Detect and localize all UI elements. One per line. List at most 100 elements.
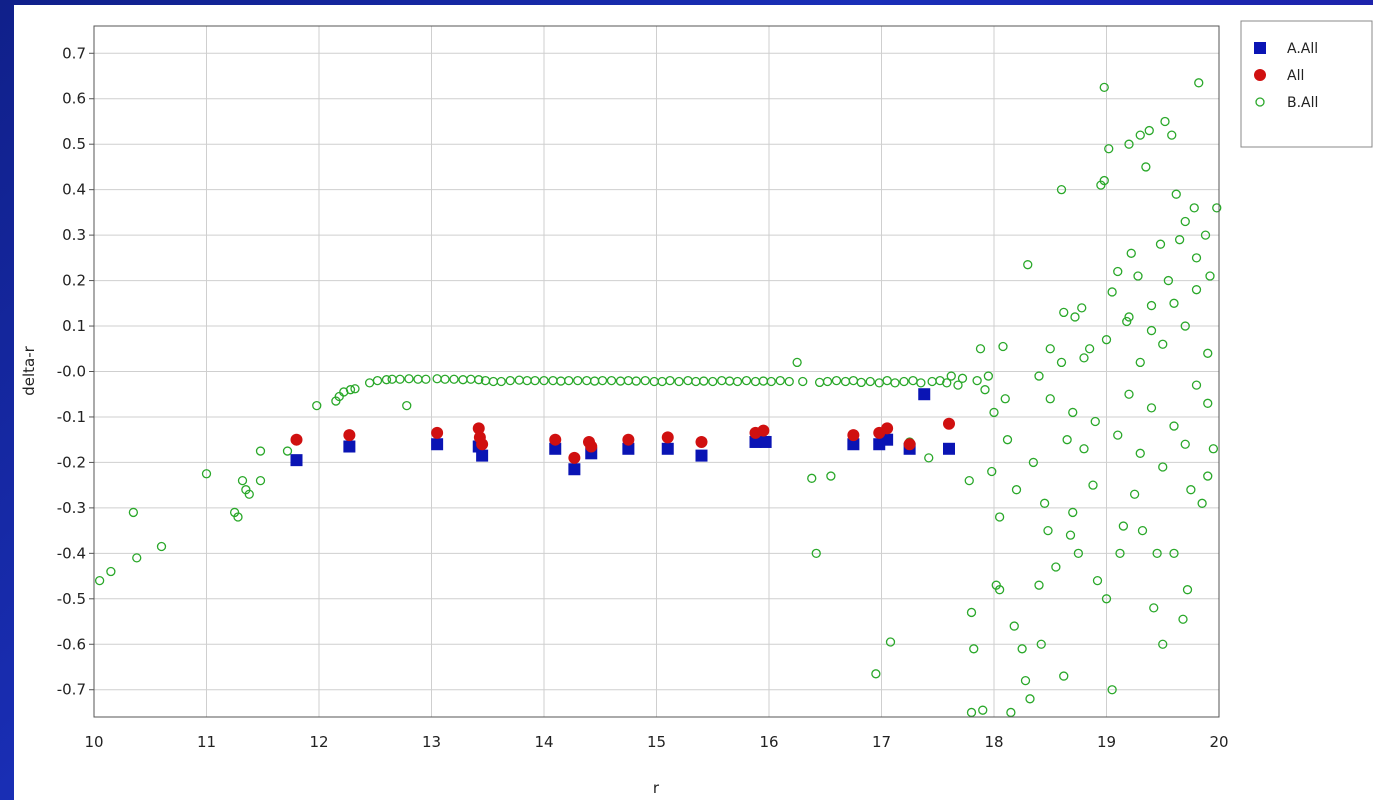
y-tick-label: -0.4 xyxy=(57,544,86,562)
data-point xyxy=(1124,389,1134,399)
data-point xyxy=(1039,498,1050,508)
data-point xyxy=(661,431,674,444)
data-point xyxy=(1144,125,1154,136)
data-point xyxy=(568,463,581,476)
data-point xyxy=(814,377,825,388)
data-point xyxy=(1062,435,1072,445)
data-point xyxy=(847,429,860,442)
y-axis-title: delta-r xyxy=(20,345,38,395)
data-point xyxy=(1182,585,1193,595)
data-point xyxy=(1203,348,1213,358)
data-point xyxy=(1034,580,1044,590)
data-point xyxy=(847,438,860,451)
data-point xyxy=(649,376,659,387)
data-point xyxy=(1203,471,1213,481)
data-point xyxy=(1158,639,1168,649)
data-point xyxy=(903,438,916,451)
data-point xyxy=(573,375,583,386)
data-point xyxy=(822,376,833,387)
data-point xyxy=(1180,216,1190,227)
data-point xyxy=(631,376,641,386)
data-point xyxy=(1194,78,1204,88)
data-point xyxy=(1099,82,1109,93)
data-point xyxy=(440,374,450,384)
data-point xyxy=(431,426,444,439)
data-point xyxy=(1171,189,1181,199)
data-point xyxy=(994,585,1005,595)
data-point xyxy=(449,374,459,384)
data-point xyxy=(946,371,956,381)
data-point xyxy=(874,378,884,388)
data-point xyxy=(784,376,794,387)
x-tick-label: 18 xyxy=(984,733,1003,751)
x-tick-label: 14 xyxy=(534,733,553,751)
y-tick-label: -0.7 xyxy=(57,681,86,699)
data-point xyxy=(312,400,322,411)
data-point xyxy=(792,357,802,368)
data-point xyxy=(1011,485,1022,495)
data-point xyxy=(395,374,405,384)
data-point xyxy=(987,466,997,477)
data-point xyxy=(881,433,894,446)
data-point xyxy=(539,375,549,386)
data-point xyxy=(969,644,979,654)
data-point xyxy=(1036,639,1046,649)
data-point xyxy=(1135,448,1145,458)
y-tick-label: -0.1 xyxy=(57,408,86,426)
data-point xyxy=(975,344,986,354)
data-point xyxy=(476,449,489,462)
data-point xyxy=(759,435,772,448)
data-point xyxy=(1070,312,1080,322)
legend-label: A.All xyxy=(1287,41,1318,57)
data-point xyxy=(890,378,900,388)
x-tick-label: 13 xyxy=(422,733,441,751)
data-point xyxy=(942,378,952,388)
data-point xyxy=(695,435,708,448)
data-point xyxy=(387,374,397,384)
data-point xyxy=(1180,321,1190,331)
data-point xyxy=(106,566,116,577)
data-point xyxy=(1133,271,1143,281)
data-point xyxy=(856,377,866,388)
y-tick-label: 0.2 xyxy=(62,272,86,290)
legend-marker xyxy=(1254,42,1266,54)
data-point xyxy=(1149,603,1159,613)
data-point xyxy=(472,422,485,435)
data-point xyxy=(943,417,955,430)
data-point xyxy=(1084,344,1095,354)
y-tick-label: -0.0 xyxy=(57,363,86,381)
data-point xyxy=(798,376,808,387)
legend-label: All xyxy=(1287,68,1304,84)
data-point xyxy=(1092,575,1103,586)
data-point xyxy=(657,376,667,387)
data-point xyxy=(585,440,598,453)
data-point xyxy=(1107,287,1117,297)
data-point xyxy=(1155,239,1166,249)
data-point xyxy=(350,384,360,394)
data-point xyxy=(899,376,909,387)
data-point xyxy=(1073,548,1084,558)
data-point xyxy=(1002,435,1013,445)
data-point xyxy=(1158,339,1168,349)
data-point xyxy=(1191,380,1202,390)
plot-area-frame xyxy=(93,25,1220,718)
data-point xyxy=(980,385,990,395)
data-point xyxy=(549,433,562,446)
data-point xyxy=(1180,439,1190,449)
data-point xyxy=(749,435,762,448)
data-point xyxy=(916,378,926,388)
y-tick-label: -0.5 xyxy=(57,590,86,608)
data-point xyxy=(1045,344,1055,354)
data-point xyxy=(766,376,776,387)
data-point xyxy=(1129,489,1140,499)
data-point xyxy=(568,451,581,464)
data-point xyxy=(589,376,600,386)
data-point xyxy=(840,376,851,387)
data-point xyxy=(431,438,444,451)
data-point xyxy=(1212,203,1222,213)
data-point xyxy=(691,376,701,387)
data-point xyxy=(741,375,752,386)
data-point xyxy=(1025,694,1035,704)
data-point xyxy=(421,374,431,384)
data-point xyxy=(255,475,266,486)
